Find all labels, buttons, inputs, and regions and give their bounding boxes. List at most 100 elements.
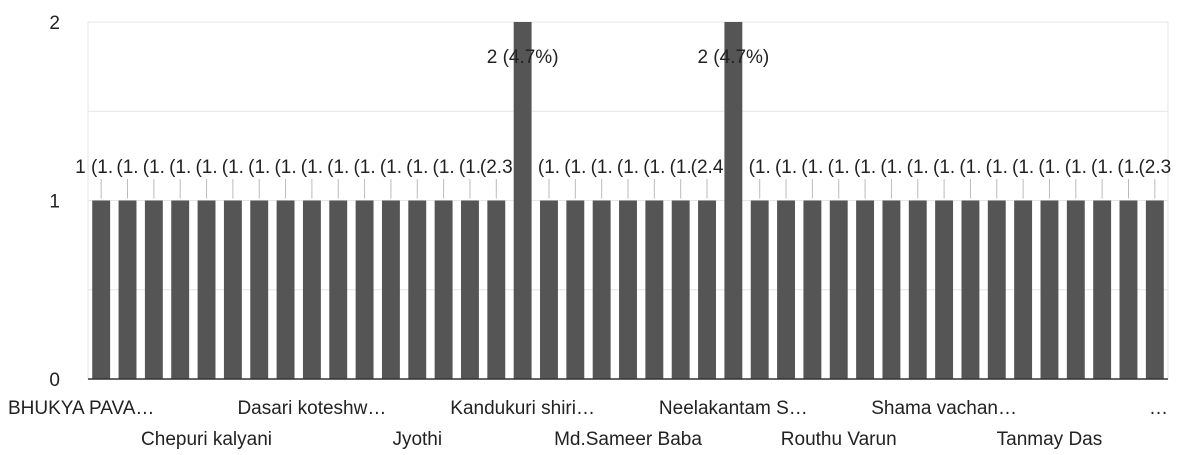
bar — [171, 200, 190, 379]
bar — [276, 200, 295, 379]
bar — [1040, 200, 1059, 379]
data-label: (1. — [1117, 157, 1139, 178]
category-label: Tanmay Das — [997, 429, 1103, 450]
category-label: Jyothi — [392, 429, 442, 450]
data-label: (1. — [538, 157, 560, 178]
bar — [645, 200, 664, 379]
data-label: (1. — [143, 157, 165, 178]
data-label: (1. — [195, 157, 217, 178]
data-label: (1. — [828, 157, 850, 178]
data-label: (1. — [775, 157, 797, 178]
bar — [434, 200, 453, 379]
category-labels: BHUKYA PAVA… Chepuri kalyani Dasari kotesh… — [8, 398, 1168, 450]
bar — [566, 200, 585, 379]
data-label: (1. — [1065, 157, 1087, 178]
data-label: (1. — [880, 157, 902, 178]
bar — [513, 22, 532, 379]
category-label: Shama vachan… — [871, 398, 1017, 419]
data-label: (1. — [986, 157, 1008, 178]
category-label: Neelakantam S… — [659, 398, 808, 419]
data-label: (1. — [433, 157, 455, 178]
data-label: (1. — [907, 157, 929, 178]
data-label: (1. — [327, 157, 349, 178]
bar — [671, 200, 690, 379]
bar — [724, 22, 743, 379]
data-label: (1. — [406, 157, 428, 178]
data-label: (2.3 — [1138, 157, 1171, 178]
bar — [961, 200, 980, 379]
category-label: Chepuri kalyani — [141, 429, 272, 450]
bar — [92, 200, 111, 379]
bar — [1145, 200, 1164, 379]
data-label: (1. — [169, 157, 191, 178]
bar — [698, 200, 716, 379]
bar — [935, 200, 954, 379]
data-label: 1 (1. — [75, 157, 113, 178]
bar — [1119, 200, 1138, 379]
y-tick-label: 2 — [49, 13, 60, 34]
data-label: (2.4 — [691, 157, 724, 178]
category-label: Kandukuri shiri… — [450, 398, 595, 419]
data-label: (1. — [801, 157, 823, 178]
bar — [908, 200, 927, 379]
bar — [592, 200, 611, 379]
data-label: 2 (4.7%) — [697, 47, 769, 68]
data-label: (1. — [459, 157, 481, 178]
bar — [803, 200, 822, 379]
y-tick-label: 0 — [49, 370, 60, 391]
bar — [882, 200, 901, 379]
category-label: … — [1149, 398, 1168, 419]
data-label: (2.3 — [480, 157, 513, 178]
category-label: Md.Sameer Baba — [554, 429, 702, 450]
data-label: (1. — [564, 157, 586, 178]
bar — [197, 200, 216, 379]
bar — [856, 200, 875, 379]
data-label: (1. — [643, 157, 665, 178]
data-label: (1. — [670, 157, 692, 178]
bar — [1066, 200, 1085, 379]
data-label: (1. — [749, 157, 771, 178]
bar — [1093, 200, 1112, 379]
data-label: (1. — [959, 157, 981, 178]
data-label: (1. — [274, 157, 296, 178]
bar — [750, 200, 769, 379]
data-label: (1. — [301, 157, 323, 178]
bar — [355, 200, 374, 379]
data-label: (1. — [116, 157, 138, 178]
bar — [987, 200, 1006, 379]
category-label: Routhu Varun — [781, 429, 897, 450]
bar — [540, 200, 558, 379]
y-tick-label: 1 — [49, 192, 60, 213]
bar — [460, 200, 479, 379]
bar — [487, 200, 506, 379]
data-label: (1. — [591, 157, 613, 178]
data-label: (1. — [1012, 157, 1034, 178]
bars — [92, 22, 1164, 379]
bar — [619, 200, 637, 379]
bar — [381, 200, 400, 379]
category-label: BHUKYA PAVA… — [8, 398, 154, 419]
bar — [829, 200, 848, 379]
data-label: (1. — [353, 157, 375, 178]
data-label: (1. — [1091, 157, 1113, 178]
data-label: (1. — [617, 157, 639, 178]
data-label: (1. — [248, 157, 270, 178]
data-label: (1. — [854, 157, 876, 178]
data-label: (1. — [1038, 157, 1060, 178]
category-label: Dasari koteshw… — [237, 398, 386, 419]
bar — [1014, 200, 1033, 379]
data-labels: 1 (1. (1. (1. (1. (1. (1. (1. (1. (1. (1. (1. (1. (1… — [75, 47, 1171, 199]
bar — [329, 200, 348, 379]
bar — [250, 200, 269, 379]
data-label: (1. — [222, 157, 244, 178]
data-label: (1. — [933, 157, 955, 178]
bar — [118, 200, 137, 379]
bar — [144, 200, 163, 379]
data-label: (1. — [380, 157, 402, 178]
bar — [223, 200, 242, 379]
data-label: 2 (4.7%) — [487, 47, 559, 68]
bar — [302, 200, 321, 379]
bar — [408, 200, 427, 379]
bar — [777, 200, 796, 379]
